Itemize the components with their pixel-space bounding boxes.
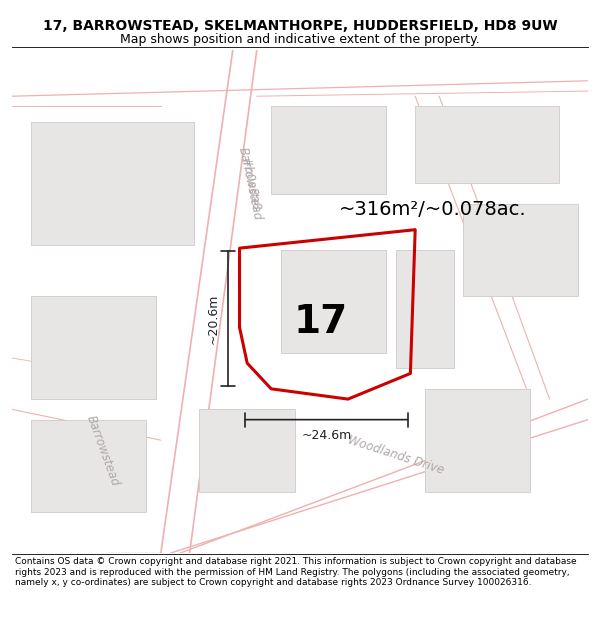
- Polygon shape: [31, 296, 156, 399]
- Polygon shape: [281, 250, 386, 353]
- Text: 17: 17: [293, 303, 347, 341]
- Text: Map shows position and indicative extent of the property.: Map shows position and indicative extent…: [120, 32, 480, 46]
- Polygon shape: [396, 250, 454, 368]
- Text: Woodlands Drive: Woodlands Drive: [346, 434, 446, 478]
- Text: 17, BARROWSTEAD, SKELMANTHORPE, HUDDERSFIELD, HD8 9UW: 17, BARROWSTEAD, SKELMANTHORPE, HUDDERSF…: [43, 19, 557, 33]
- Polygon shape: [463, 204, 578, 296]
- Polygon shape: [271, 106, 386, 194]
- Text: Contains OS data © Crown copyright and database right 2021. This information is : Contains OS data © Crown copyright and d…: [15, 558, 577, 588]
- Text: ~316m²/~0.078ac.: ~316m²/~0.078ac.: [338, 199, 526, 219]
- Polygon shape: [199, 409, 295, 491]
- Polygon shape: [31, 419, 146, 512]
- Polygon shape: [415, 106, 559, 184]
- Text: ~20.6m: ~20.6m: [207, 293, 220, 344]
- Polygon shape: [425, 389, 530, 491]
- Polygon shape: [31, 122, 194, 245]
- Text: #b0a8a8: #b0a8a8: [238, 156, 262, 211]
- Text: Barrowstead: Barrowstead: [236, 146, 264, 221]
- Text: Barrowstead: Barrowstead: [85, 413, 122, 488]
- Text: ~24.6m: ~24.6m: [301, 429, 352, 441]
